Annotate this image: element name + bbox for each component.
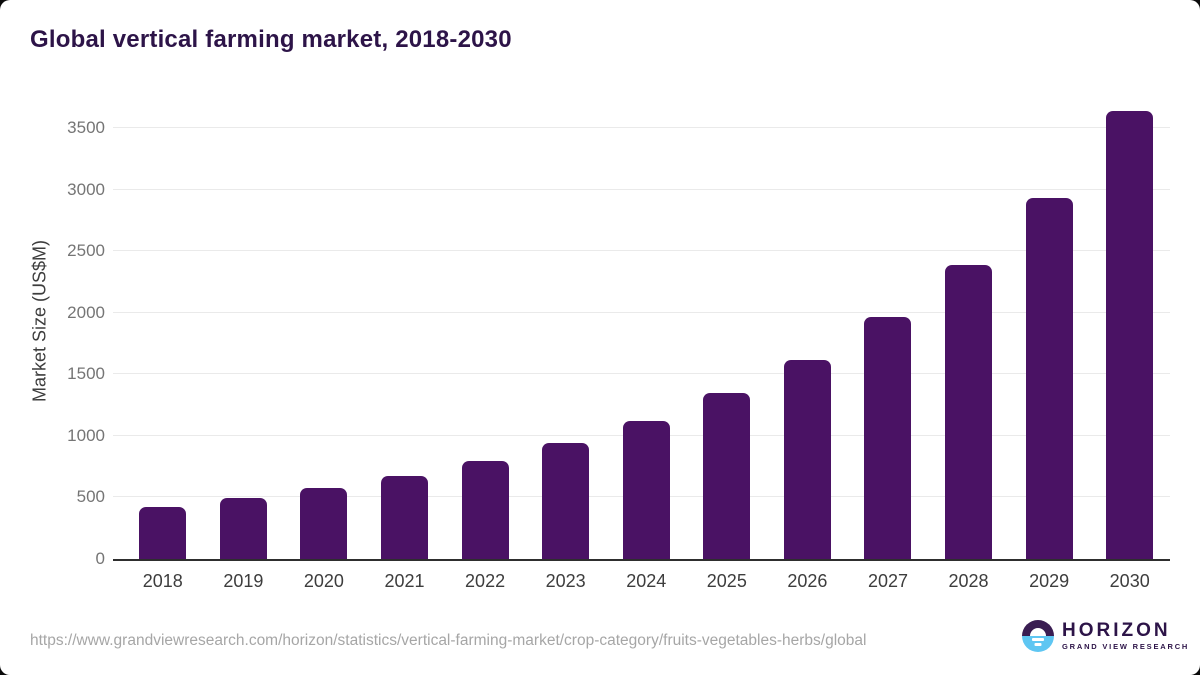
y-tick-label-0: 0 [95, 549, 105, 568]
x-tick-label-2027: 2027 [867, 571, 908, 591]
y-tick-label-3000: 3000 [67, 179, 105, 199]
bar-2030 [1106, 110, 1154, 559]
y-tick-label-1000: 1000 [67, 425, 105, 445]
x-tick-label-2019: 2019 [223, 571, 264, 591]
x-tick-label-2018: 2018 [142, 571, 183, 591]
y-tick-label-2000: 2000 [67, 302, 105, 322]
gridline-2500 [113, 250, 1170, 252]
logo-subtitle: GRAND VIEW RESEARCH [1062, 642, 1190, 651]
x-tick-label-2025: 2025 [706, 571, 747, 591]
bar-2024 [622, 420, 670, 559]
x-tick-label-2022: 2022 [465, 571, 506, 591]
bar-2023 [542, 442, 590, 559]
sun-reflection-line [1034, 643, 1042, 646]
gridline-3500 [113, 127, 1170, 129]
bar-2019 [219, 497, 267, 559]
bar-2026 [783, 360, 831, 559]
bar-2018 [139, 506, 187, 559]
chart-title: Global vertical farming market, 2018-203… [30, 26, 512, 53]
x-tick-label-2029: 2029 [1029, 571, 1070, 591]
bar-2020 [300, 487, 348, 559]
horizon-logo: HORIZON GRAND VIEW RESEARCH [1022, 620, 1189, 652]
logo-title: HORIZON [1062, 620, 1171, 641]
logo-text: HORIZON GRAND VIEW RESEARCH [1062, 621, 1189, 651]
bar-2029 [1025, 198, 1073, 559]
x-tick-label-2028: 2028 [948, 571, 989, 591]
bar-2022 [461, 460, 509, 559]
y-tick-label-3500: 3500 [67, 118, 105, 138]
y-tick-label-500: 500 [76, 487, 105, 507]
source-url: https://www.grandviewresearch.com/horizo… [30, 632, 867, 649]
gridline-2000 [113, 311, 1170, 313]
x-tick-label-2024: 2024 [626, 571, 667, 591]
bar-2027 [864, 317, 912, 559]
bar-2025 [703, 392, 751, 559]
x-tick-label-2030: 2030 [1109, 571, 1150, 591]
sun-reflection-line [1032, 638, 1044, 641]
x-tick-label-2020: 2020 [303, 571, 344, 591]
sun-dome [1030, 628, 1046, 636]
plot-area [113, 105, 1170, 561]
bar-2021 [381, 475, 429, 559]
y-tick-label-1500: 1500 [67, 364, 105, 384]
y-tick-label-2500: 2500 [67, 241, 105, 261]
x-tick-label-2026: 2026 [787, 571, 828, 591]
x-tick-label-2021: 2021 [384, 571, 425, 591]
bar-2028 [945, 265, 993, 559]
gridline-3000 [113, 188, 1170, 190]
x-tick-label-2023: 2023 [545, 571, 586, 591]
horizon-sun-icon [1022, 620, 1054, 652]
gridline-1500 [113, 373, 1170, 375]
